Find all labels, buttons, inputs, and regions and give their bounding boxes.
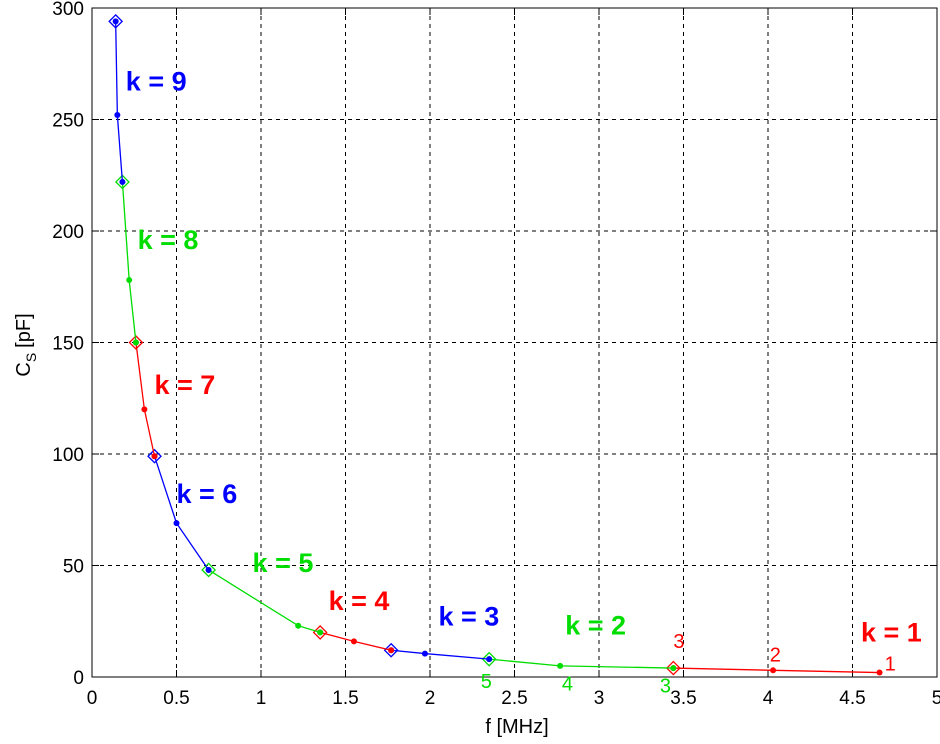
annotation-group: k = 1 k = 2 k = 3 k = 4 k = 5 k = 6 k = 7 k = 8… [126,67,922,698]
data-point [132,339,139,346]
data-point [119,178,126,185]
segment-label: k = 8 [138,225,199,255]
point-index-label: 2 [770,644,781,666]
series-segment [128,335,158,460]
x-axis-label: f [MHz] [485,716,548,738]
y-tick-label: 200 [52,222,84,243]
series-line [208,569,321,634]
data-point [350,638,357,645]
x-tick-label: 5 [932,688,940,709]
diamond-marker [147,448,162,464]
segment-label: k = 9 [126,67,187,97]
segment-label: k = 2 [565,611,626,641]
data-point [112,18,119,25]
diamond-marker [115,174,130,190]
diamond-marker [312,624,328,640]
point-index-label: 3 [660,676,671,698]
series-group [108,13,883,676]
diamond-marker [128,335,144,350]
x-tick-label: 2 [425,688,436,709]
x-tick-label: 1.5 [332,688,358,709]
data-point [876,669,883,676]
x-tick-label: 3 [594,688,605,709]
series-line [121,181,137,343]
data-point [670,665,677,672]
series-segment [383,642,493,663]
point-index-label: 1 [885,653,896,675]
series-line [153,456,210,571]
series-line [391,649,490,660]
point-index-label: 4 [562,673,573,695]
segment-label: k = 3 [438,602,499,632]
series-line [673,667,880,674]
series-segment [115,174,139,346]
x-tick-label: 0 [87,688,98,709]
series-line [489,658,674,669]
x-tick-label: 3.5 [670,688,696,709]
y-tick-label: 150 [52,334,84,355]
data-point [295,622,302,629]
series-segment [108,13,126,185]
data-point [205,566,212,573]
y-axis-label-main: C [13,362,35,376]
data-point [126,277,133,284]
data-point [141,406,148,413]
diamond-marker [201,562,217,578]
diamond-marker [383,642,399,658]
segment-label: k = 7 [155,370,216,400]
y-tick-label: 300 [52,0,84,20]
y-axis-label-sub: S [23,353,39,362]
x-tick-label: 1 [256,688,267,709]
y-tick-label: 0 [73,668,84,689]
x-tick-label: 2.5 [501,688,527,709]
data-point [114,112,121,119]
data-point [421,650,428,657]
x-axis: 0 0.5 1 1.5 2 2.5 3 3.5 4 4.5 5 [87,8,940,709]
series-segment [312,624,395,654]
segment-label: k = 5 [253,548,314,578]
data-point [770,667,777,674]
x-tick-label: 4.5 [839,688,865,709]
series-segment [147,448,212,573]
data-point [557,662,564,669]
segment-label: k = 4 [329,586,390,616]
point-index-label: 5 [481,671,492,693]
y-tick-label: 50 [63,557,84,578]
point-index-label: 3 [673,631,684,653]
series-segment [481,651,677,672]
diamond-marker [108,13,124,29]
y-axis: 0 50 100 150 200 250 300 [52,0,937,689]
segment-label: k = 6 [177,479,238,509]
y-tick-label: 100 [52,445,84,466]
y-axis-label-unit: [pF] [13,313,35,347]
data-point [151,453,158,460]
data-point [486,656,493,663]
y-tick-label: 250 [52,111,84,132]
data-point [317,629,324,636]
data-point [173,520,180,527]
x-tick-label: 0.5 [163,688,189,709]
x-tick-label: 4 [763,688,774,709]
series-line [135,342,156,457]
data-point [388,647,395,654]
y-axis-label: CS [pF] [13,313,39,376]
series-line [115,21,124,182]
segment-label: k = 1 [861,617,922,647]
grid [92,8,937,677]
diamond-marker [481,651,497,667]
diamond-marker [665,660,681,676]
